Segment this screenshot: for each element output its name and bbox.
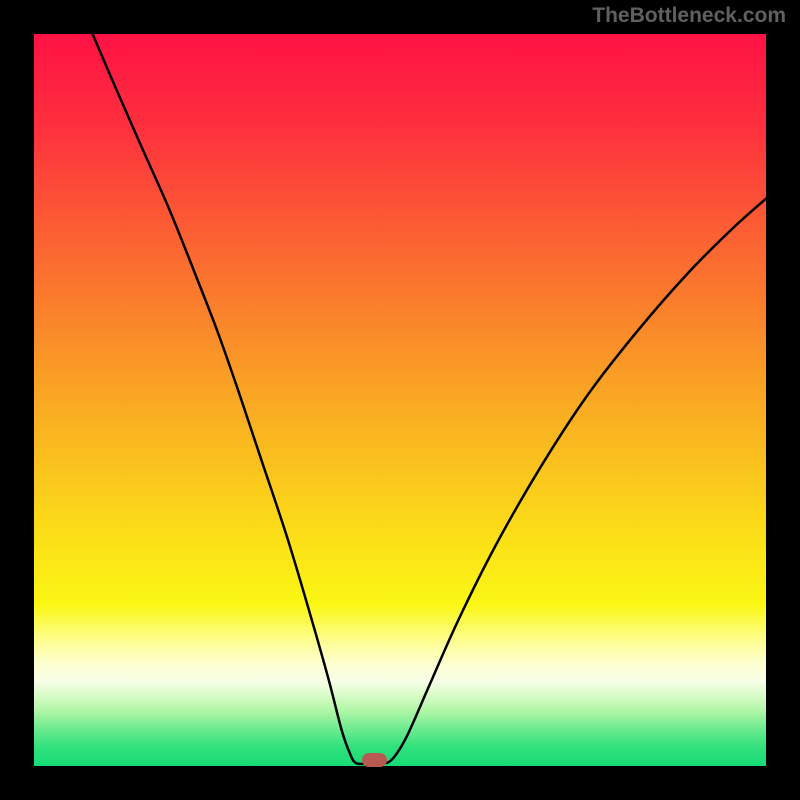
gradient-background bbox=[34, 34, 766, 766]
watermark-text: TheBottleneck.com bbox=[592, 4, 786, 28]
bottleneck-chart bbox=[0, 0, 800, 800]
optimal-point-marker bbox=[362, 753, 387, 768]
